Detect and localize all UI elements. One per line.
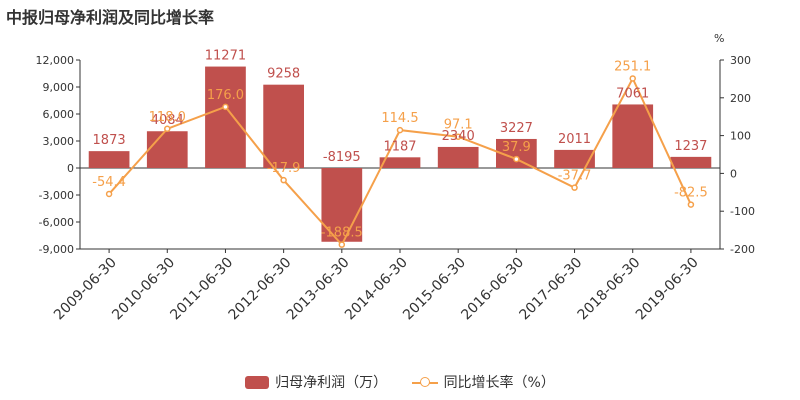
axes: 12,000 9,000 6,000 3,000 0 -3,000 -6,000 -9,000… bbox=[36, 32, 755, 323]
bar bbox=[146, 131, 188, 168]
bar bbox=[670, 156, 712, 168]
line-value-label: -17.9 bbox=[267, 161, 301, 176]
line-point bbox=[105, 190, 113, 198]
legend-line-label: 同比增长率（%） bbox=[443, 375, 555, 391]
y-right-tick-label: 0 bbox=[730, 167, 737, 180]
legend: 归母净利润（万） 同比增长率（%） bbox=[0, 372, 800, 393]
legend-bar-swatch bbox=[245, 375, 270, 389]
bar bbox=[612, 104, 654, 168]
line-value-label: 97.1 bbox=[444, 118, 473, 133]
bar bbox=[379, 157, 421, 168]
y-right-tick-label: 300 bbox=[730, 54, 751, 67]
line-point bbox=[513, 155, 520, 163]
y-right-tick-label: 200 bbox=[730, 92, 751, 105]
y-left-tick-label: 3,000 bbox=[43, 135, 75, 148]
y-left-tick-label: -3,000 bbox=[39, 189, 74, 202]
legend-item-line[interactable]: 同比增长率（%） bbox=[411, 372, 555, 392]
bar-value-label: 3227 bbox=[500, 121, 533, 136]
bar-value-label: 2011 bbox=[558, 132, 591, 147]
bar bbox=[88, 151, 130, 168]
line-value-label: 37.9 bbox=[502, 140, 531, 155]
line-value-label: -82.5 bbox=[674, 186, 708, 201]
bar bbox=[554, 149, 595, 168]
line-value-label: 251.1 bbox=[614, 59, 651, 74]
bar-value-label: 7061 bbox=[616, 86, 649, 101]
bar bbox=[263, 84, 304, 168]
y-left-tick-label: 12,000 bbox=[36, 54, 75, 67]
line-point bbox=[338, 241, 346, 248]
line-value-label: 176.0 bbox=[207, 88, 244, 103]
y-left-tick-label: 9,000 bbox=[43, 81, 75, 94]
y-right-tick-label: -100 bbox=[730, 205, 755, 218]
bar bbox=[437, 146, 479, 168]
bar-value-label: 11271 bbox=[205, 49, 246, 64]
line-value-label: 118.0 bbox=[149, 110, 186, 125]
y-right-tick-label: -200 bbox=[730, 243, 755, 256]
bar-value-label: 1187 bbox=[383, 139, 416, 154]
line-value-label: -188.5 bbox=[321, 226, 363, 241]
y-right-tick-label: 100 bbox=[730, 130, 751, 143]
line-point bbox=[687, 201, 695, 208]
legend-item-bar[interactable]: 归母净利润（万） bbox=[245, 372, 387, 392]
line-point bbox=[629, 75, 636, 82]
y-right-unit: % bbox=[714, 32, 724, 45]
line-point bbox=[280, 176, 287, 184]
x-tick-label: 2019-06-30 bbox=[633, 255, 702, 324]
line-value-label: -54.4 bbox=[92, 175, 126, 190]
line-point bbox=[454, 133, 462, 140]
bar-value-label: 9258 bbox=[267, 67, 300, 82]
bar-value-label: -8195 bbox=[323, 150, 361, 165]
legend-line-swatch bbox=[411, 376, 438, 389]
bar-value-label: 1873 bbox=[93, 133, 126, 148]
bar-value-label: 2340 bbox=[442, 129, 475, 144]
data-labels: 1873 4084 11271 9258 -8195 1187 2340 3227 2011 70… bbox=[92, 49, 707, 241]
line-point bbox=[571, 184, 578, 191]
bar bbox=[205, 66, 246, 168]
line-series bbox=[105, 75, 695, 248]
line-value-label: 114.5 bbox=[381, 111, 418, 126]
line-point bbox=[222, 103, 229, 111]
y-left-tick-label: 0 bbox=[67, 162, 74, 175]
line-point bbox=[164, 125, 171, 133]
legend-bar-label: 归母净利润（万） bbox=[275, 375, 388, 391]
y-left-tick-label: 6,000 bbox=[43, 108, 75, 121]
y-left-tick-label: -9,000 bbox=[39, 243, 74, 256]
bar-value-label: 1237 bbox=[674, 139, 707, 154]
chart-title: 中报归母净利润及同比增长率 bbox=[6, 8, 215, 27]
line-point bbox=[396, 126, 404, 134]
line-value-label: -37.7 bbox=[558, 169, 592, 184]
y-left-tick-label: -6,000 bbox=[39, 216, 74, 229]
bar-value-label: 4084 bbox=[151, 113, 184, 128]
